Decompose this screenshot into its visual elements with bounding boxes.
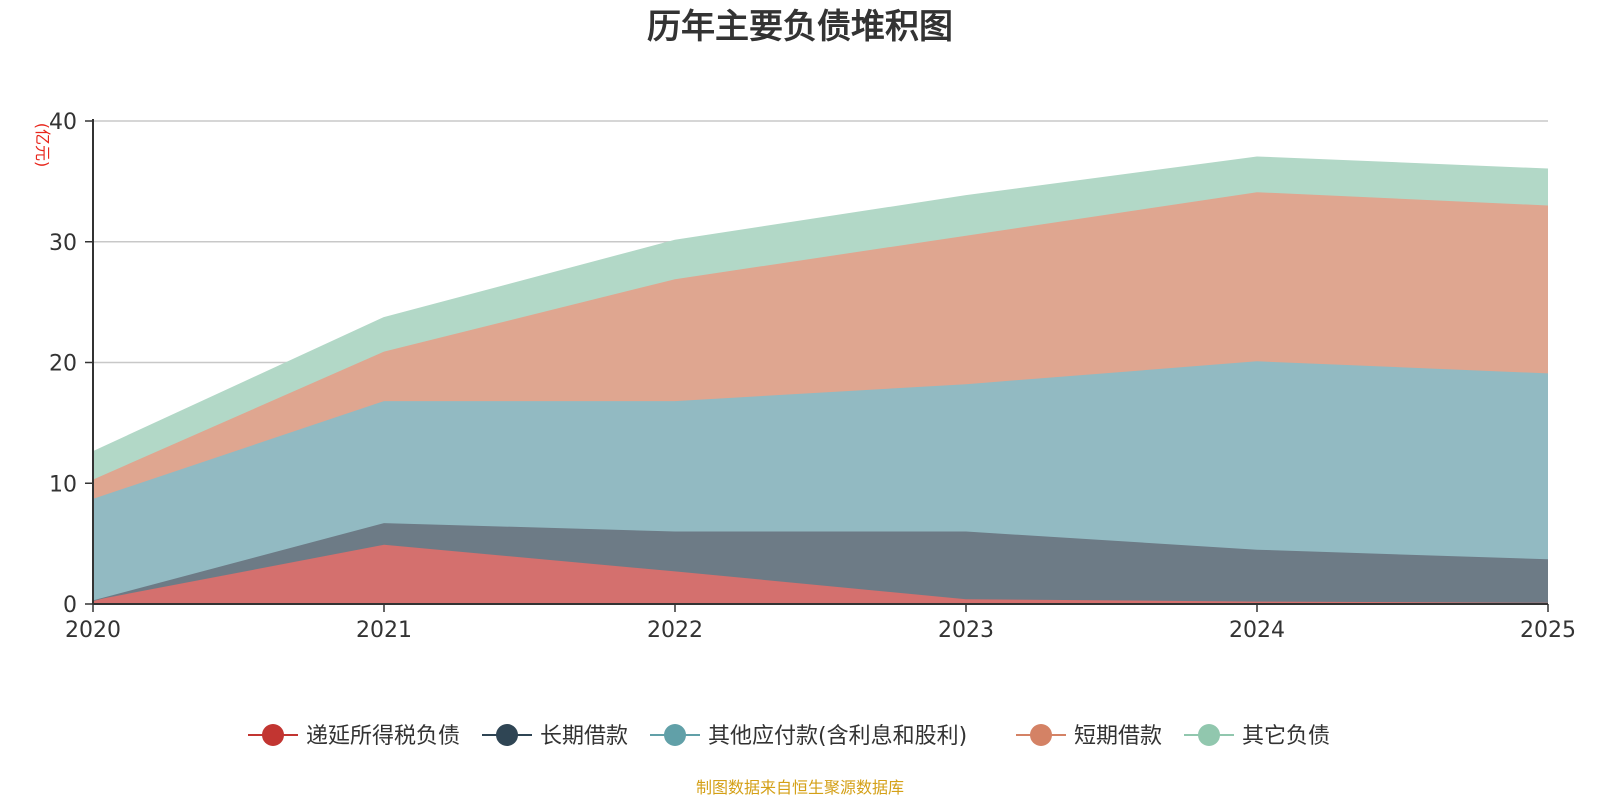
legend-item[interactable]: 其它负债	[1184, 724, 1330, 749]
legend-label: 短期借款	[1074, 724, 1162, 749]
x-tick-label: 2024	[1229, 618, 1285, 643]
y-tick-label: 10	[49, 472, 77, 497]
legend-label: 其他应付款(含利息和股利)	[708, 724, 967, 749]
legend-marker	[1198, 724, 1220, 746]
chart-title: 历年主要负债堆积图	[647, 7, 953, 47]
area-series-1	[93, 523, 1548, 603]
area-series-2	[93, 361, 1548, 601]
data-source-note: 制图数据来自恒生聚源数据库	[696, 778, 904, 797]
legend-marker	[664, 724, 686, 746]
legend-label: 递延所得税负债	[306, 724, 460, 749]
x-tick-label: 2025	[1520, 618, 1576, 643]
legend-label: 其它负债	[1242, 724, 1330, 749]
y-tick-label: 20	[49, 352, 77, 377]
axes: 0 10 20 30 40 2020 2021 2022 2023 2024 2025	[49, 110, 1576, 643]
x-tick-label: 2023	[938, 618, 994, 643]
legend: 递延所得税负债 长期借款 其他应付款(含利息和股利) 短期借款 其它负债	[248, 724, 1330, 749]
legend-item[interactable]: 长期借款	[482, 724, 628, 749]
y-tick-label: 30	[49, 231, 77, 256]
stacked-areas	[92, 156, 1549, 604]
area-series-0	[93, 544, 1548, 604]
y-tick-label: 0	[63, 593, 77, 618]
legend-item[interactable]: 短期借款	[1016, 724, 1162, 749]
area-series-3	[93, 192, 1548, 499]
x-tick-label: 2020	[65, 618, 121, 643]
y-axis-unit: (亿元)	[33, 123, 52, 168]
legend-marker	[262, 724, 284, 746]
legend-marker	[496, 724, 518, 746]
x-tick-label: 2022	[647, 618, 703, 643]
legend-item[interactable]: 递延所得税负债	[248, 724, 460, 749]
legend-label: 长期借款	[540, 724, 628, 749]
y-tick-label: 40	[49, 110, 77, 135]
legend-item[interactable]: 其他应付款(含利息和股利)	[650, 724, 967, 749]
area-edge-4	[92, 156, 1549, 453]
legend-marker	[1030, 724, 1052, 746]
x-tick-label: 2021	[356, 618, 412, 643]
